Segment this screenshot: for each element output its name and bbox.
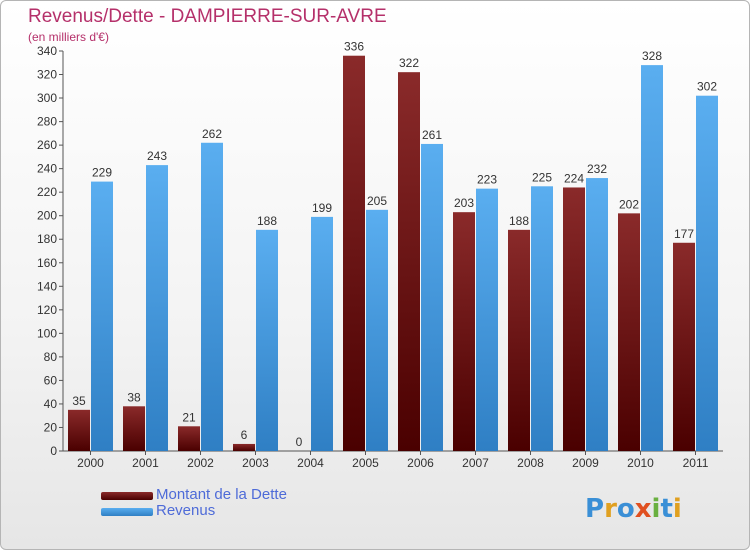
x-tick-label: 2011 (683, 456, 709, 470)
y-tick-label: 140 (37, 279, 57, 293)
bar-revenue (641, 65, 663, 451)
x-tick-label: 2003 (242, 456, 269, 470)
data-label-revenue: 232 (587, 162, 607, 176)
y-tick-label: 60 (44, 373, 58, 387)
legend-label-revenue: Revenus (156, 502, 216, 519)
data-label-revenue: 225 (532, 170, 552, 184)
bar-debt (618, 213, 640, 451)
bar-revenue (476, 188, 498, 451)
y-tick-label: 300 (37, 91, 57, 105)
x-tick-label: 2007 (462, 456, 489, 470)
data-label-debt: 38 (127, 390, 141, 404)
data-label-debt: 6 (241, 428, 248, 442)
data-label-revenue: 205 (367, 194, 387, 208)
y-tick-label: 260 (37, 138, 57, 152)
chart-title: Revenus/Dette - DAMPIERRE-SUR-AVRE (28, 6, 387, 27)
bar-revenue (366, 209, 388, 451)
bar-debt (453, 212, 475, 451)
y-tick-label: 340 (37, 44, 57, 58)
proxiti-logo: Proxiti (585, 494, 682, 524)
bar-debt (563, 187, 585, 451)
bar-debt (398, 72, 420, 452)
data-label-revenue: 328 (642, 49, 662, 63)
legend-label-debt: Montant de la Dette (156, 486, 287, 503)
data-label-revenue: 199 (312, 201, 332, 215)
data-label-revenue: 243 (147, 149, 167, 163)
x-tick-label: 2005 (352, 456, 379, 470)
data-label-debt: 322 (399, 56, 419, 70)
x-tick-label: 2001 (132, 456, 159, 470)
x-tick-label: 2002 (187, 456, 214, 470)
y-tick-label: 160 (37, 256, 57, 270)
bar-debt (508, 229, 530, 451)
data-label-revenue: 229 (92, 166, 112, 180)
data-label-debt: 177 (674, 227, 694, 241)
data-label-debt: 21 (182, 410, 196, 424)
bar-debt (343, 55, 365, 452)
data-label-debt: 203 (454, 196, 474, 210)
data-label-debt: 224 (564, 171, 584, 185)
data-label-revenue: 302 (697, 80, 717, 94)
x-tick-label: 2009 (572, 456, 599, 470)
bar-revenue (421, 143, 443, 452)
y-tick-label: 40 (44, 397, 58, 411)
chart-subtitle: (en milliers d'€) (28, 30, 109, 44)
y-tick-label: 80 (44, 350, 58, 364)
data-label-debt: 188 (509, 214, 529, 228)
y-tick-label: 20 (44, 420, 58, 434)
data-label-revenue: 261 (422, 128, 442, 142)
data-label-debt: 336 (344, 40, 364, 54)
data-label-revenue: 223 (477, 173, 497, 187)
bar-debt (123, 406, 145, 451)
y-tick-label: 0 (50, 444, 57, 458)
y-tick-label: 320 (37, 68, 57, 82)
bar-revenue (531, 186, 553, 451)
y-tick-label: 220 (37, 185, 57, 199)
y-tick-label: 280 (37, 115, 57, 129)
legend-swatch-revenue (101, 508, 153, 516)
bar-revenue (311, 216, 333, 451)
data-label-debt: 35 (72, 394, 86, 408)
y-tick-label: 180 (37, 232, 57, 246)
data-label-revenue: 262 (202, 127, 222, 141)
bar-debt (178, 426, 200, 451)
legend-swatch-debt (101, 492, 153, 500)
x-tick-label: 2010 (627, 456, 654, 470)
y-tick-label: 100 (37, 326, 57, 340)
bar-debt (673, 242, 695, 451)
bar-revenue (201, 142, 223, 451)
bar-revenue (91, 181, 113, 451)
data-label-revenue: 188 (257, 214, 277, 228)
data-label-debt: 0 (296, 435, 303, 449)
bar-revenue (256, 229, 278, 451)
bar-revenue (696, 95, 718, 452)
y-tick-label: 120 (37, 303, 57, 317)
y-tick-label: 200 (37, 209, 57, 223)
bar-debt (68, 409, 90, 451)
x-tick-label: 2004 (297, 456, 324, 470)
x-tick-label: 2000 (77, 456, 104, 470)
bar-revenue (146, 165, 168, 451)
x-tick-label: 2006 (407, 456, 434, 470)
bar-revenue (586, 178, 608, 451)
svg-text:Proxiti: Proxiti (585, 494, 682, 524)
y-tick-label: 240 (37, 162, 57, 176)
bar-debt (233, 443, 255, 451)
data-label-debt: 202 (619, 197, 639, 211)
x-tick-label: 2008 (517, 456, 544, 470)
